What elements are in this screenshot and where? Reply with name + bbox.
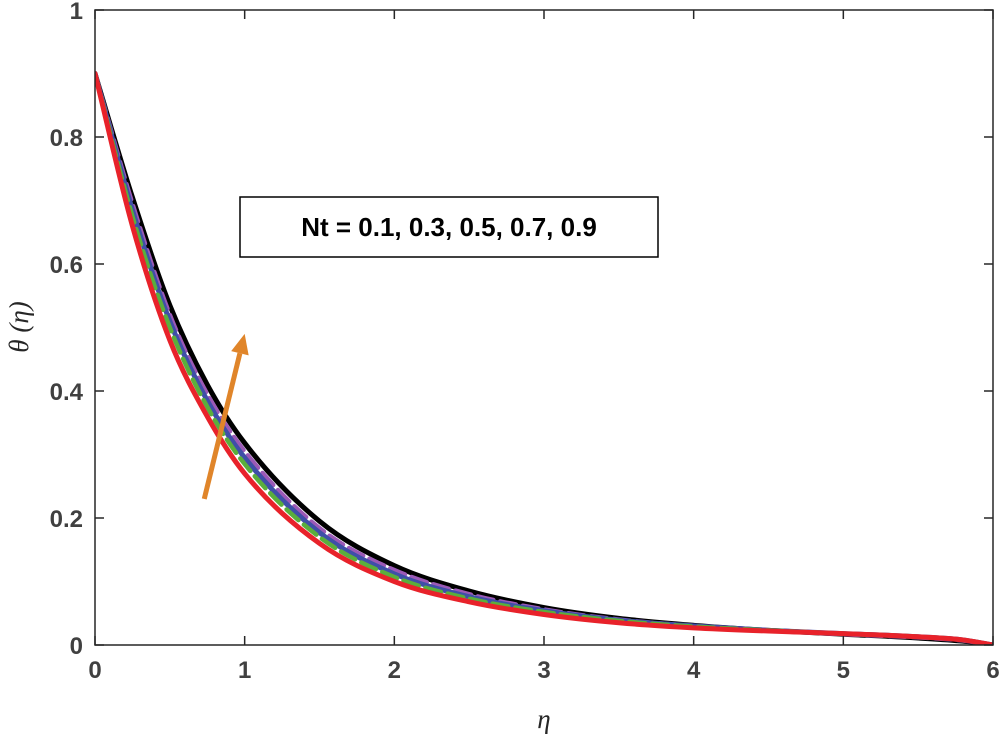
y-tick-label: 0.8 bbox=[50, 125, 83, 152]
x-tick-label: 1 bbox=[238, 657, 251, 684]
x-axis-label: η bbox=[537, 704, 550, 734]
y-axis-label: θ (η) bbox=[4, 301, 34, 352]
legend-box: Nt = 0.1, 0.3, 0.5, 0.7, 0.9 bbox=[239, 196, 659, 258]
annotation-layer bbox=[201, 333, 249, 500]
series-line-1 bbox=[95, 71, 993, 645]
arrow-shaft bbox=[201, 352, 243, 500]
y-tick-label: 0.2 bbox=[50, 506, 83, 533]
legend-text: Nt = 0.1, 0.3, 0.5, 0.7, 0.9 bbox=[301, 212, 597, 242]
y-tick-label: 0.4 bbox=[50, 379, 84, 406]
x-tick-label: 3 bbox=[537, 657, 550, 684]
y-tick-label: 0 bbox=[70, 633, 83, 660]
y-tick-label: 0.6 bbox=[50, 252, 83, 279]
series-layer bbox=[95, 71, 993, 645]
arrow-head bbox=[231, 333, 249, 356]
x-tick-label: 6 bbox=[986, 657, 999, 684]
x-tick-label: 0 bbox=[88, 657, 101, 684]
x-tick-label: 2 bbox=[388, 657, 401, 684]
legend-frame bbox=[239, 196, 659, 258]
x-tick-label: 5 bbox=[837, 657, 850, 684]
tick-layer: 0 1 2 3 4 5 6 0 0.2 0.4 0.6 0.8 1 bbox=[50, 0, 1000, 684]
x-tick-label: 4 bbox=[687, 657, 701, 684]
y-tick-label: 1 bbox=[70, 0, 83, 25]
